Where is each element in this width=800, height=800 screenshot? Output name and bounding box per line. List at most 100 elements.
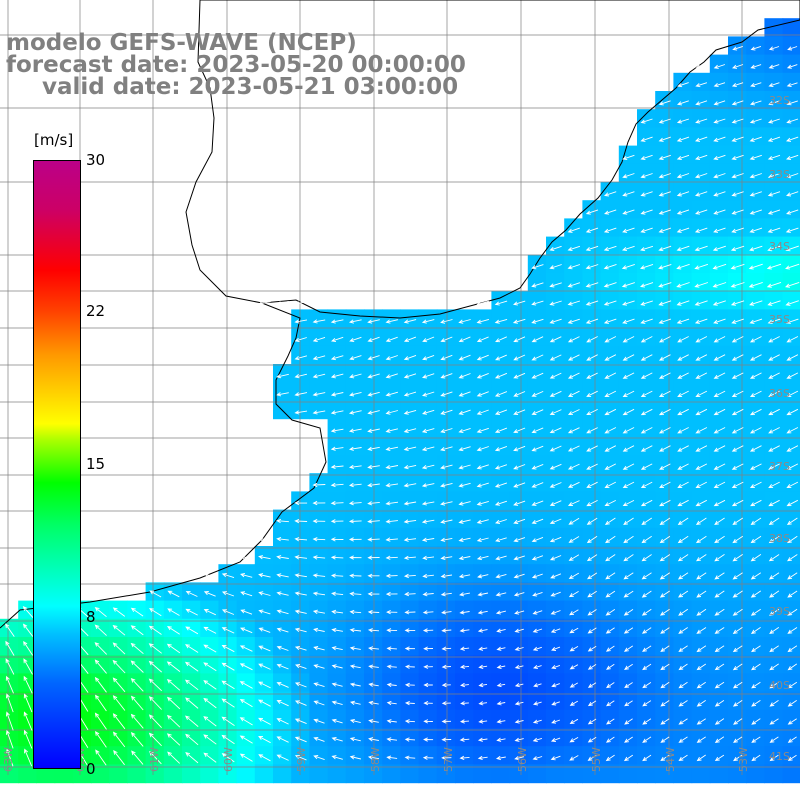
wind-speed-cell [618, 345, 638, 365]
wind-arrow [567, 336, 580, 343]
wind-arrow [331, 609, 344, 615]
wind-arrow [367, 519, 380, 524]
wind-speed-cell [764, 145, 784, 165]
wind-speed-cell [273, 655, 292, 674]
wind-arrow [567, 300, 581, 306]
wind-arrow [767, 154, 781, 161]
wind-speed-cell [655, 91, 674, 110]
wind-arrow [696, 736, 706, 743]
wind-speed-cell [145, 764, 165, 784]
wind-speed-cell [527, 709, 547, 729]
wind-arrow [642, 663, 652, 671]
wind-speed-cell [655, 618, 674, 638]
wind-speed-cell [746, 182, 765, 201]
wind-speed-cell [618, 527, 638, 547]
wind-speed-cell [527, 254, 547, 274]
wind-arrow [203, 680, 217, 690]
wind-arrow [694, 300, 708, 306]
wind-speed-cell [436, 327, 456, 347]
wind-arrow [312, 319, 326, 324]
wind-speed-cell [764, 54, 784, 74]
wind-arrow [678, 681, 688, 689]
wind-speed-cell [491, 764, 511, 784]
wind-arrow [94, 607, 107, 618]
wind-speed-cell [200, 691, 219, 711]
wind-speed-cell [691, 109, 711, 128]
wind-speed-cell [200, 728, 219, 747]
wind-arrow [787, 754, 797, 761]
wind-arrow [440, 592, 452, 597]
wind-arrow [313, 627, 325, 633]
wind-arrow [731, 118, 744, 124]
wind-speed-cell [582, 436, 602, 456]
wind-arrow [513, 500, 526, 506]
wind-speed-cell [473, 673, 492, 693]
wind-speed-cell [691, 564, 711, 583]
wind-arrow [533, 683, 542, 688]
wind-arrow [94, 676, 107, 693]
wind-speed-cell [691, 182, 711, 201]
wind-arrow [496, 737, 506, 742]
wind-speed-cell [582, 582, 602, 602]
wind-speed-cell [218, 709, 238, 729]
wind-arrow [586, 408, 598, 416]
wind-speed-cell [691, 291, 711, 310]
wind-speed-cell [491, 291, 511, 310]
wind-arrow [349, 591, 362, 596]
wind-arrow [713, 408, 726, 416]
wind-speed-cell [564, 527, 583, 547]
wind-speed-cell [746, 709, 765, 729]
wind-speed-cell [273, 382, 292, 401]
wind-speed-cell [618, 564, 638, 583]
wind-speed-cell [473, 327, 492, 347]
wind-speed-cell [254, 709, 274, 729]
wind-speed-cell [418, 455, 438, 474]
wind-speed-cell [364, 491, 383, 511]
wind-arrow [404, 700, 415, 706]
wind-arrow [786, 408, 799, 416]
wind-arrow [787, 681, 798, 689]
wind-speed-cell [400, 436, 420, 456]
wind-speed-cell [327, 728, 347, 747]
wind-arrow [313, 646, 325, 651]
wind-arrow [422, 628, 434, 633]
wind-arrow [623, 609, 634, 616]
wind-arrow [221, 573, 235, 579]
wind-speed-cell [200, 709, 219, 729]
wind-arrow [606, 700, 615, 707]
wind-arrow [514, 755, 525, 761]
wind-arrow [642, 718, 652, 725]
wind-speed-cell [582, 400, 602, 420]
wind-arrow [6, 748, 14, 767]
wind-arrow [148, 643, 162, 654]
wind-arrow [551, 701, 560, 706]
wind-speed-cell [309, 382, 329, 401]
wind-speed-cell [764, 72, 784, 92]
wind-speed-cell [637, 509, 656, 529]
wind-arrow [694, 318, 708, 324]
wind-arrow [749, 481, 762, 488]
wind-arrow [640, 263, 654, 270]
wind-speed-cell [382, 582, 401, 602]
wind-arrow [750, 608, 761, 616]
wind-speed-cell [691, 527, 711, 547]
wind-speed-cell [709, 491, 729, 511]
wind-speed-cell [673, 109, 693, 128]
wind-arrow [130, 642, 144, 655]
wind-speed-cell [418, 491, 438, 511]
wind-speed-cell [691, 200, 711, 219]
wind-speed-cell [527, 400, 547, 420]
wind-arrow [713, 336, 726, 343]
wind-speed-cell [637, 309, 656, 329]
wind-arrow [549, 536, 562, 543]
wind-arrow [421, 537, 435, 542]
wind-speed-cell [709, 218, 729, 238]
wind-speed-cell [564, 218, 583, 238]
wind-speed-cell [764, 36, 784, 56]
wind-speed-cell [728, 709, 747, 729]
wind-speed-cell [782, 564, 800, 583]
wind-arrow [714, 663, 725, 671]
wind-speed-cell [764, 600, 784, 620]
wind-speed-cell [527, 273, 547, 292]
wind-speed-cell [691, 473, 711, 492]
